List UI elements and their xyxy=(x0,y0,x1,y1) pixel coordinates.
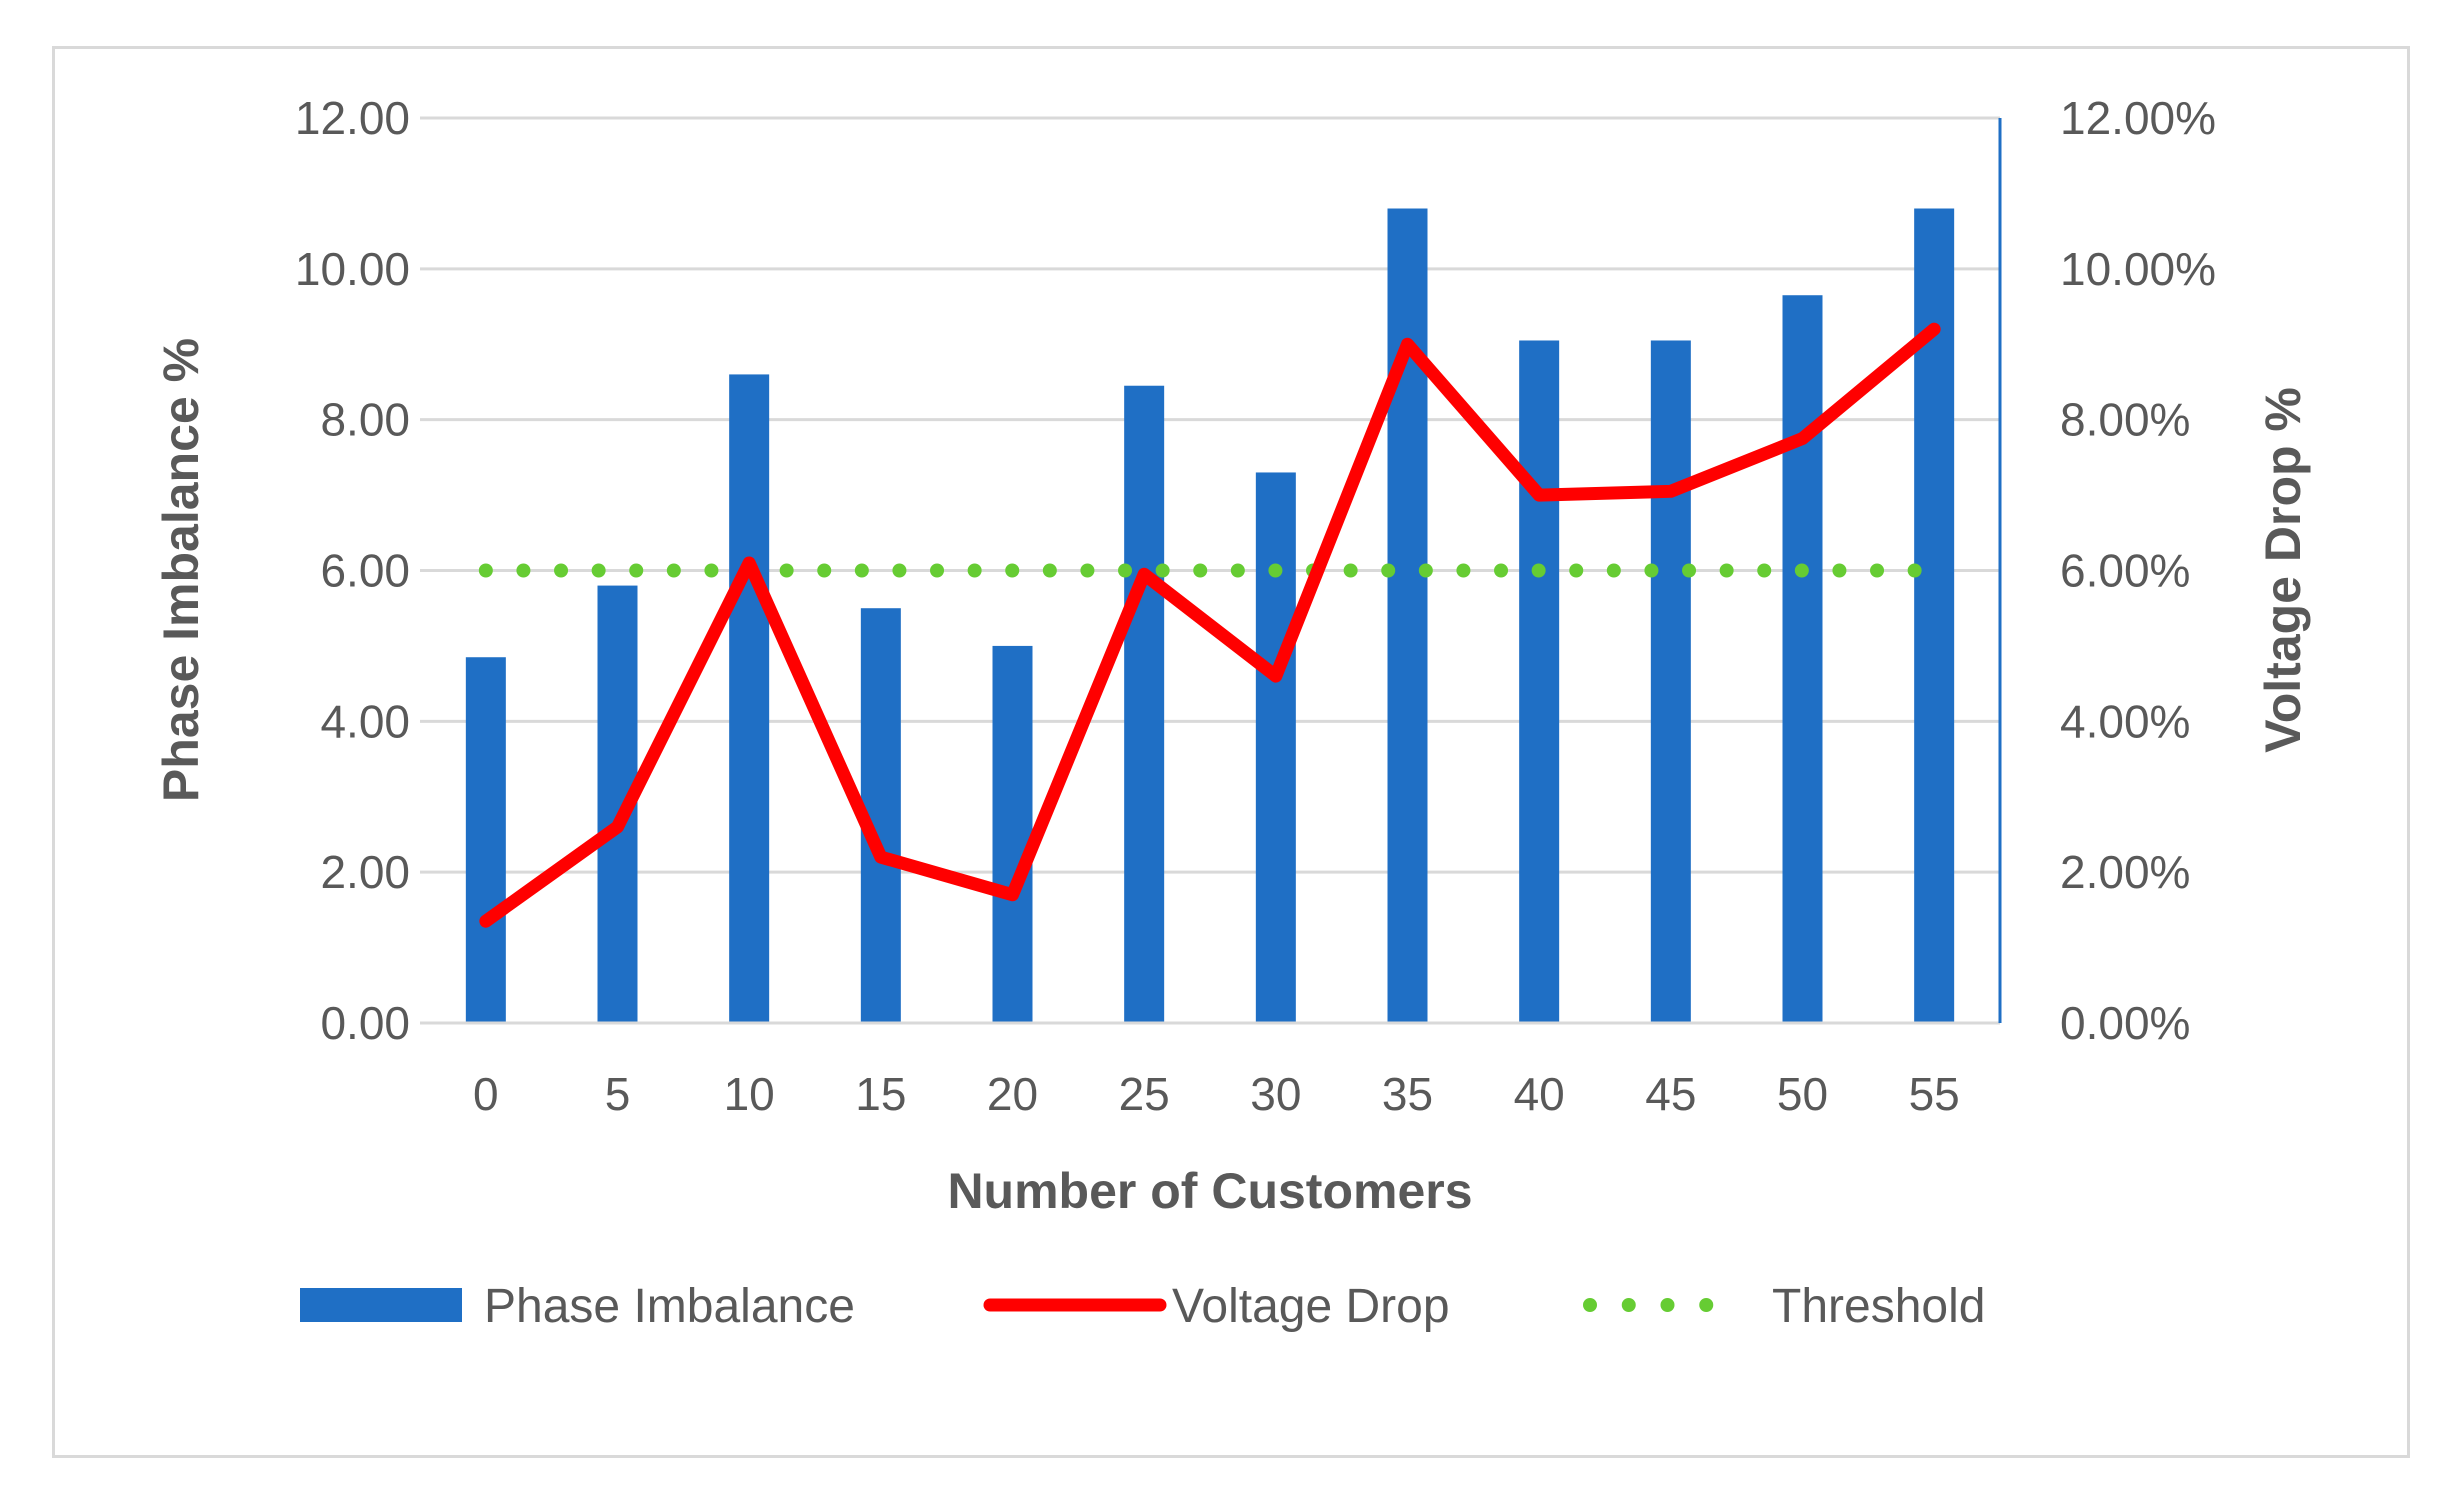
x-tick-label: 10 xyxy=(724,1068,775,1120)
x-tick-label: 30 xyxy=(1250,1068,1301,1120)
y2-tick-label: 6.00% xyxy=(2060,545,2190,597)
legend-label-voltage-drop: Voltage Drop xyxy=(1172,1280,1450,1333)
x-tick-label: 55 xyxy=(1909,1068,1960,1120)
y-tick-label: 0.00 xyxy=(320,997,410,1049)
voltage-drop-series xyxy=(479,322,1941,928)
axes: 0.00 2.00 4.00 6.00 8.00 10.00 12.00 0.00% 2.00%… xyxy=(153,92,2311,1219)
bar-phase-imbalance xyxy=(729,374,770,1024)
y2-tick-label: 10.00% xyxy=(2060,243,2216,295)
chart-frame xyxy=(52,46,2410,1458)
x-tick-label: 50 xyxy=(1777,1068,1828,1120)
bar-phase-imbalance xyxy=(1782,295,1823,1024)
y2-tick-label: 2.00% xyxy=(2060,846,2190,898)
legend-label-phase-imbalance: Phase Imbalance xyxy=(484,1280,855,1333)
y-tick-label: 4.00 xyxy=(320,695,410,747)
x-tick-label: 45 xyxy=(1645,1068,1696,1120)
y-tick-label: 12.00 xyxy=(295,92,410,144)
y-axis-title: Phase Imbalance % xyxy=(153,338,209,802)
x-tick-label: 5 xyxy=(605,1068,631,1120)
bar-phase-imbalance xyxy=(992,645,1033,1023)
y2-axis-title: Voltage Drop % xyxy=(2255,387,2311,753)
x-tick-label: 25 xyxy=(1119,1068,1170,1120)
bar-phase-imbalance xyxy=(1124,385,1165,1024)
legend: Phase Imbalance Voltage Drop Threshold xyxy=(300,1280,1985,1333)
bar-phase-imbalance xyxy=(465,657,506,1023)
y2-tick-label: 12.00% xyxy=(2060,92,2216,144)
x-tick-label: 35 xyxy=(1382,1068,1433,1120)
y2-tick-label: 8.00% xyxy=(2060,394,2190,446)
bar-phase-imbalance xyxy=(1255,472,1296,1023)
x-tick-label: 0 xyxy=(473,1068,499,1120)
legend-swatch-phase-imbalance xyxy=(300,1288,462,1322)
x-tick-label: 20 xyxy=(987,1068,1038,1120)
y-tick-label: 8.00 xyxy=(320,394,410,446)
voltage-drop-line xyxy=(479,322,1941,928)
y-tick-label: 10.00 xyxy=(295,243,410,295)
y2-tick-label: 0.00% xyxy=(2060,997,2190,1049)
y2-tick-label: 4.00% xyxy=(2060,695,2190,747)
y-tick-label: 6.00 xyxy=(320,545,410,597)
y-tick-label: 2.00 xyxy=(320,846,410,898)
bar-phase-imbalance xyxy=(1650,340,1691,1024)
x-axis-title: Number of Customers xyxy=(947,1163,1472,1219)
legend-label-threshold: Threshold xyxy=(1772,1280,1985,1333)
bar-phase-imbalance xyxy=(1387,208,1428,1023)
x-tick-label: 40 xyxy=(1514,1068,1565,1120)
x-tick-label: 15 xyxy=(855,1068,906,1120)
bars-phase-imbalance xyxy=(465,208,1955,1024)
bar-phase-imbalance xyxy=(1519,340,1560,1024)
